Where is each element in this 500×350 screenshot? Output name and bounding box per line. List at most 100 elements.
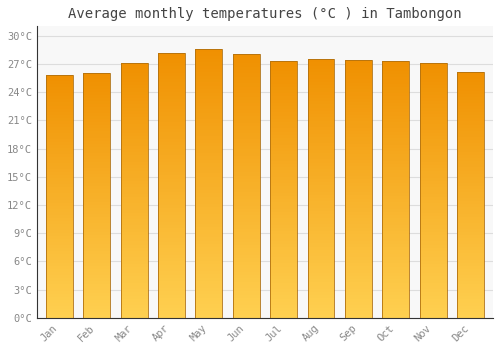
Bar	[158, 218, 185, 222]
Bar	[345, 173, 372, 176]
Bar	[420, 146, 446, 149]
Bar	[158, 182, 185, 185]
Bar	[120, 159, 148, 162]
Bar	[308, 295, 334, 299]
Bar	[233, 315, 260, 318]
Bar	[83, 199, 110, 202]
Bar	[83, 290, 110, 293]
Bar	[345, 289, 372, 292]
Bar	[270, 161, 297, 164]
Bar	[457, 253, 484, 257]
Bar	[420, 289, 446, 292]
Bar	[308, 253, 334, 257]
Bar	[83, 156, 110, 159]
Bar	[196, 143, 222, 146]
Bar	[420, 270, 446, 273]
Bar	[233, 77, 260, 80]
Bar	[120, 273, 148, 276]
Bar	[196, 281, 222, 284]
Bar	[308, 179, 334, 182]
Bar	[345, 179, 372, 183]
Bar	[382, 234, 409, 238]
Bar	[308, 172, 334, 176]
Bar	[158, 245, 185, 248]
Bar	[457, 140, 484, 143]
Bar	[457, 116, 484, 118]
Bar	[233, 159, 260, 163]
Bar	[457, 269, 484, 272]
Bar	[308, 289, 334, 292]
Bar	[83, 284, 110, 287]
Bar	[270, 205, 297, 209]
Bar	[457, 146, 484, 149]
Bar	[46, 157, 72, 160]
Bar	[270, 302, 297, 305]
Bar	[345, 205, 372, 208]
Bar	[196, 247, 222, 251]
Bar	[158, 159, 185, 162]
Bar	[382, 209, 409, 212]
Bar	[158, 278, 185, 281]
Bar	[196, 133, 222, 136]
Bar	[270, 260, 297, 263]
Bar	[457, 278, 484, 281]
Bar	[382, 247, 409, 251]
Bar	[308, 143, 334, 147]
Bar	[420, 251, 446, 254]
Bar	[46, 133, 72, 136]
Bar	[120, 184, 148, 187]
Bar	[233, 245, 260, 248]
Bar	[382, 218, 409, 222]
Bar	[457, 76, 484, 78]
Bar	[308, 221, 334, 224]
Bar	[46, 197, 72, 199]
Bar	[196, 123, 222, 126]
Bar	[83, 263, 110, 266]
Bar	[457, 260, 484, 262]
Bar	[345, 92, 372, 96]
Bar	[120, 149, 148, 152]
Bar	[158, 142, 185, 146]
Bar	[46, 136, 72, 139]
Bar	[345, 240, 372, 244]
Bar	[83, 238, 110, 242]
Bar	[233, 311, 260, 315]
Bar	[120, 168, 148, 171]
Bar	[120, 238, 148, 242]
Bar	[345, 221, 372, 224]
Bar	[345, 163, 372, 167]
Bar	[158, 198, 185, 202]
Bar	[158, 149, 185, 152]
Bar	[308, 85, 334, 88]
Bar	[345, 183, 372, 186]
Bar	[420, 267, 446, 270]
Bar	[270, 90, 297, 93]
Bar	[345, 199, 372, 202]
Bar	[196, 257, 222, 261]
Bar	[196, 140, 222, 143]
Bar	[308, 176, 334, 179]
Bar	[233, 275, 260, 278]
Bar	[420, 184, 446, 187]
Bar	[120, 181, 148, 184]
Bar	[233, 292, 260, 295]
Bar	[196, 251, 222, 254]
Bar	[158, 301, 185, 304]
Bar	[120, 82, 148, 85]
Bar	[420, 178, 446, 181]
Bar	[382, 100, 409, 103]
Bar	[457, 155, 484, 158]
Bar	[120, 235, 148, 238]
Bar	[233, 272, 260, 275]
Bar	[83, 306, 110, 309]
Bar	[83, 229, 110, 232]
Bar	[196, 267, 222, 271]
Bar	[233, 304, 260, 308]
Bar	[270, 315, 297, 318]
Bar	[46, 209, 72, 212]
Bar	[196, 187, 222, 190]
Bar	[158, 112, 185, 116]
Bar	[270, 180, 297, 183]
Bar	[308, 308, 334, 312]
Bar	[233, 57, 260, 60]
